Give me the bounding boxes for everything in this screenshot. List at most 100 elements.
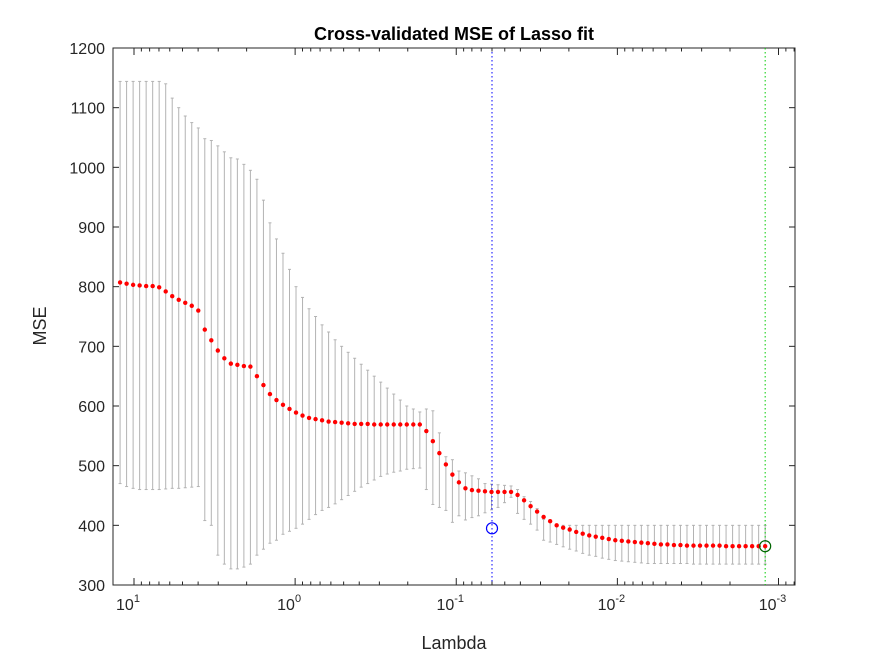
chart-title: Cross-validated MSE of Lasso fit bbox=[314, 24, 594, 44]
mse-point bbox=[743, 544, 748, 549]
mse-point bbox=[267, 391, 273, 397]
y-tick-label: 800 bbox=[78, 280, 105, 297]
x-axis: 101 100 10-1 10-2 10-3 bbox=[116, 48, 795, 614]
mse-point bbox=[398, 422, 403, 427]
mse-point bbox=[521, 498, 527, 503]
x-tick-label: 101 bbox=[116, 593, 140, 614]
y-tick-label: 1200 bbox=[69, 41, 105, 58]
mse-point bbox=[202, 327, 207, 332]
y-tick-label: 600 bbox=[78, 399, 105, 416]
y-tick-label: 400 bbox=[78, 518, 105, 535]
reference-lines bbox=[491, 48, 766, 585]
y-axis-label: MSE bbox=[30, 306, 50, 345]
mse-point bbox=[163, 289, 168, 294]
mse-point bbox=[691, 543, 696, 548]
mse-point bbox=[652, 541, 657, 547]
mse-point bbox=[528, 504, 533, 509]
mse-point bbox=[632, 539, 638, 545]
plot-area bbox=[112, 47, 796, 586]
mse-point bbox=[280, 402, 286, 408]
mse-point bbox=[736, 544, 742, 549]
mse-point bbox=[352, 421, 357, 427]
mse-point bbox=[697, 543, 703, 548]
mse-point bbox=[287, 406, 292, 412]
mse-point bbox=[339, 420, 344, 425]
mse-point bbox=[189, 303, 194, 308]
mse-point bbox=[502, 489, 507, 495]
y-tick-label: 900 bbox=[78, 220, 105, 237]
mse-point bbox=[671, 542, 677, 548]
mse-point bbox=[450, 472, 455, 477]
mse-point bbox=[639, 540, 644, 545]
lambda-marker-circle bbox=[759, 540, 772, 553]
mse-point bbox=[235, 362, 240, 368]
mse-point bbox=[541, 514, 546, 520]
lambda-marker-circle bbox=[485, 522, 499, 535]
mse-point bbox=[332, 419, 338, 425]
mse-point bbox=[345, 421, 351, 426]
mse-point bbox=[606, 536, 611, 542]
mse-point bbox=[600, 535, 605, 541]
mse-point bbox=[365, 421, 370, 427]
mse-point bbox=[560, 525, 566, 530]
mse-point bbox=[254, 373, 260, 379]
mse-point bbox=[463, 486, 468, 491]
mse-point bbox=[567, 527, 572, 532]
mse-point bbox=[476, 488, 481, 493]
mse-point bbox=[704, 543, 709, 548]
mse-point bbox=[723, 544, 729, 549]
mse-point bbox=[554, 523, 559, 528]
y-tick-label: 500 bbox=[78, 459, 105, 476]
mse-point bbox=[404, 422, 409, 427]
x-tick-label: 100 bbox=[277, 593, 301, 614]
mse-point bbox=[241, 363, 247, 369]
mse-point bbox=[710, 543, 716, 548]
mse-point bbox=[626, 539, 631, 544]
mse-point bbox=[319, 418, 325, 423]
mse-point bbox=[248, 364, 253, 369]
mse-point bbox=[645, 541, 651, 546]
mse-point bbox=[762, 544, 768, 549]
x-axis-label: Lambda bbox=[421, 633, 487, 653]
mse-point bbox=[130, 282, 136, 288]
mse-point bbox=[156, 285, 162, 290]
mse-point bbox=[261, 382, 266, 388]
mse-point bbox=[326, 419, 331, 424]
y-axis: 300 400 500 600 700 800 900 1000 1100 1200 bbox=[69, 41, 795, 595]
mse-point bbox=[306, 415, 312, 421]
mse-point bbox=[730, 544, 735, 549]
mse-point bbox=[293, 410, 299, 415]
mse-point bbox=[417, 422, 423, 427]
mse-point bbox=[378, 422, 383, 427]
mse-point bbox=[274, 397, 279, 403]
x-tick-label: 10-3 bbox=[759, 593, 787, 614]
mse-point bbox=[613, 538, 618, 543]
mse-point bbox=[593, 534, 598, 539]
mse-point bbox=[215, 348, 221, 353]
mse-point bbox=[508, 489, 514, 495]
mse-point bbox=[619, 538, 625, 544]
mse-point bbox=[313, 416, 318, 422]
mse-point bbox=[385, 422, 390, 427]
mse-point bbox=[658, 542, 664, 547]
mse-point bbox=[456, 480, 462, 485]
x-tick-label: 10-2 bbox=[598, 593, 626, 614]
mse-point bbox=[678, 542, 683, 548]
mse-point bbox=[482, 489, 488, 494]
mse-point bbox=[424, 428, 429, 434]
mse-point bbox=[209, 338, 214, 343]
mse-point bbox=[222, 356, 227, 361]
mse-point bbox=[534, 509, 540, 514]
mse-point bbox=[437, 450, 442, 456]
mse-point bbox=[183, 300, 188, 305]
mse-point bbox=[170, 294, 175, 299]
mse-point bbox=[137, 283, 142, 288]
mse-point bbox=[665, 542, 670, 547]
mse-point bbox=[117, 280, 123, 285]
mse-point bbox=[300, 413, 305, 418]
y-tick-label: 1100 bbox=[71, 101, 106, 118]
mse-point bbox=[176, 297, 181, 302]
mse-point bbox=[574, 529, 579, 535]
y-tick-label: 700 bbox=[78, 339, 105, 356]
